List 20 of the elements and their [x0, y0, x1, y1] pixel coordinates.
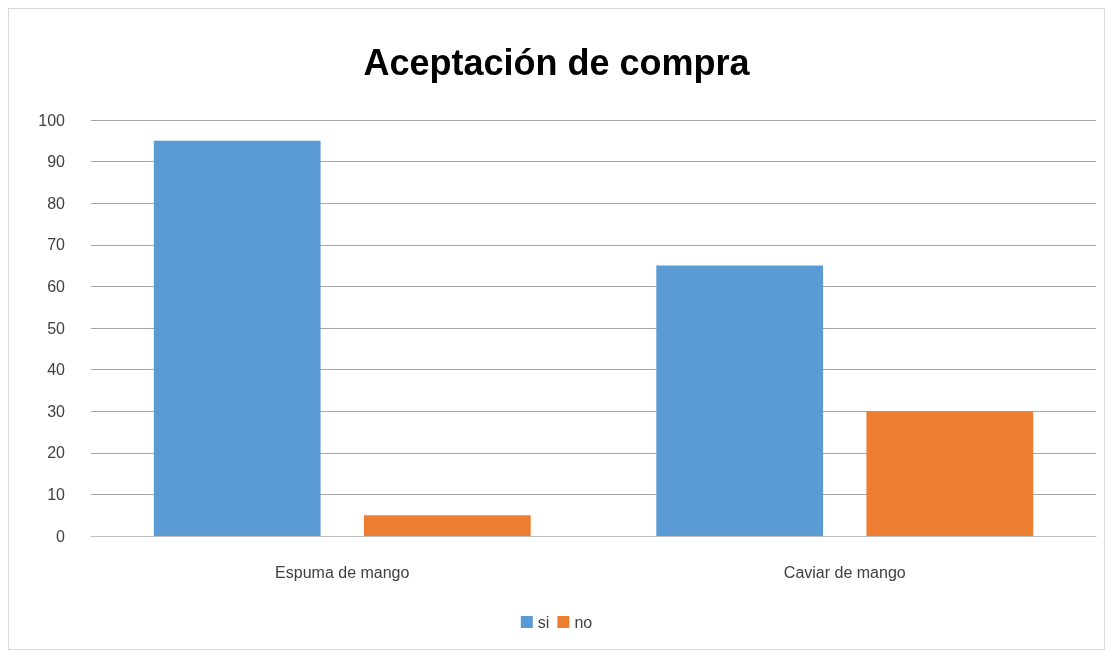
bar — [866, 411, 1034, 536]
y-tick-label: 100 — [38, 111, 66, 129]
y-tick-label: 90 — [47, 153, 66, 171]
y-tick-label: 50 — [47, 319, 66, 337]
y-tick-label: 40 — [47, 361, 66, 379]
legend-label: no — [574, 613, 593, 631]
y-tick-label: 30 — [47, 402, 66, 420]
y-tick-label: 80 — [47, 194, 66, 212]
y-tick-label: 10 — [47, 485, 66, 503]
chart-title: Aceptación de compra — [363, 41, 751, 83]
y-tick-label: 70 — [47, 236, 66, 254]
bar — [363, 515, 531, 536]
x-tick-label: Espuma de mango — [275, 563, 410, 581]
legend-label: si — [537, 613, 550, 631]
x-tick-label: Caviar de mango — [783, 563, 906, 581]
y-tick-label: 0 — [56, 527, 66, 545]
y-tick-label: 20 — [47, 444, 66, 462]
y-tick-label: 60 — [47, 277, 66, 295]
bar — [656, 265, 824, 536]
bar — [153, 140, 321, 536]
